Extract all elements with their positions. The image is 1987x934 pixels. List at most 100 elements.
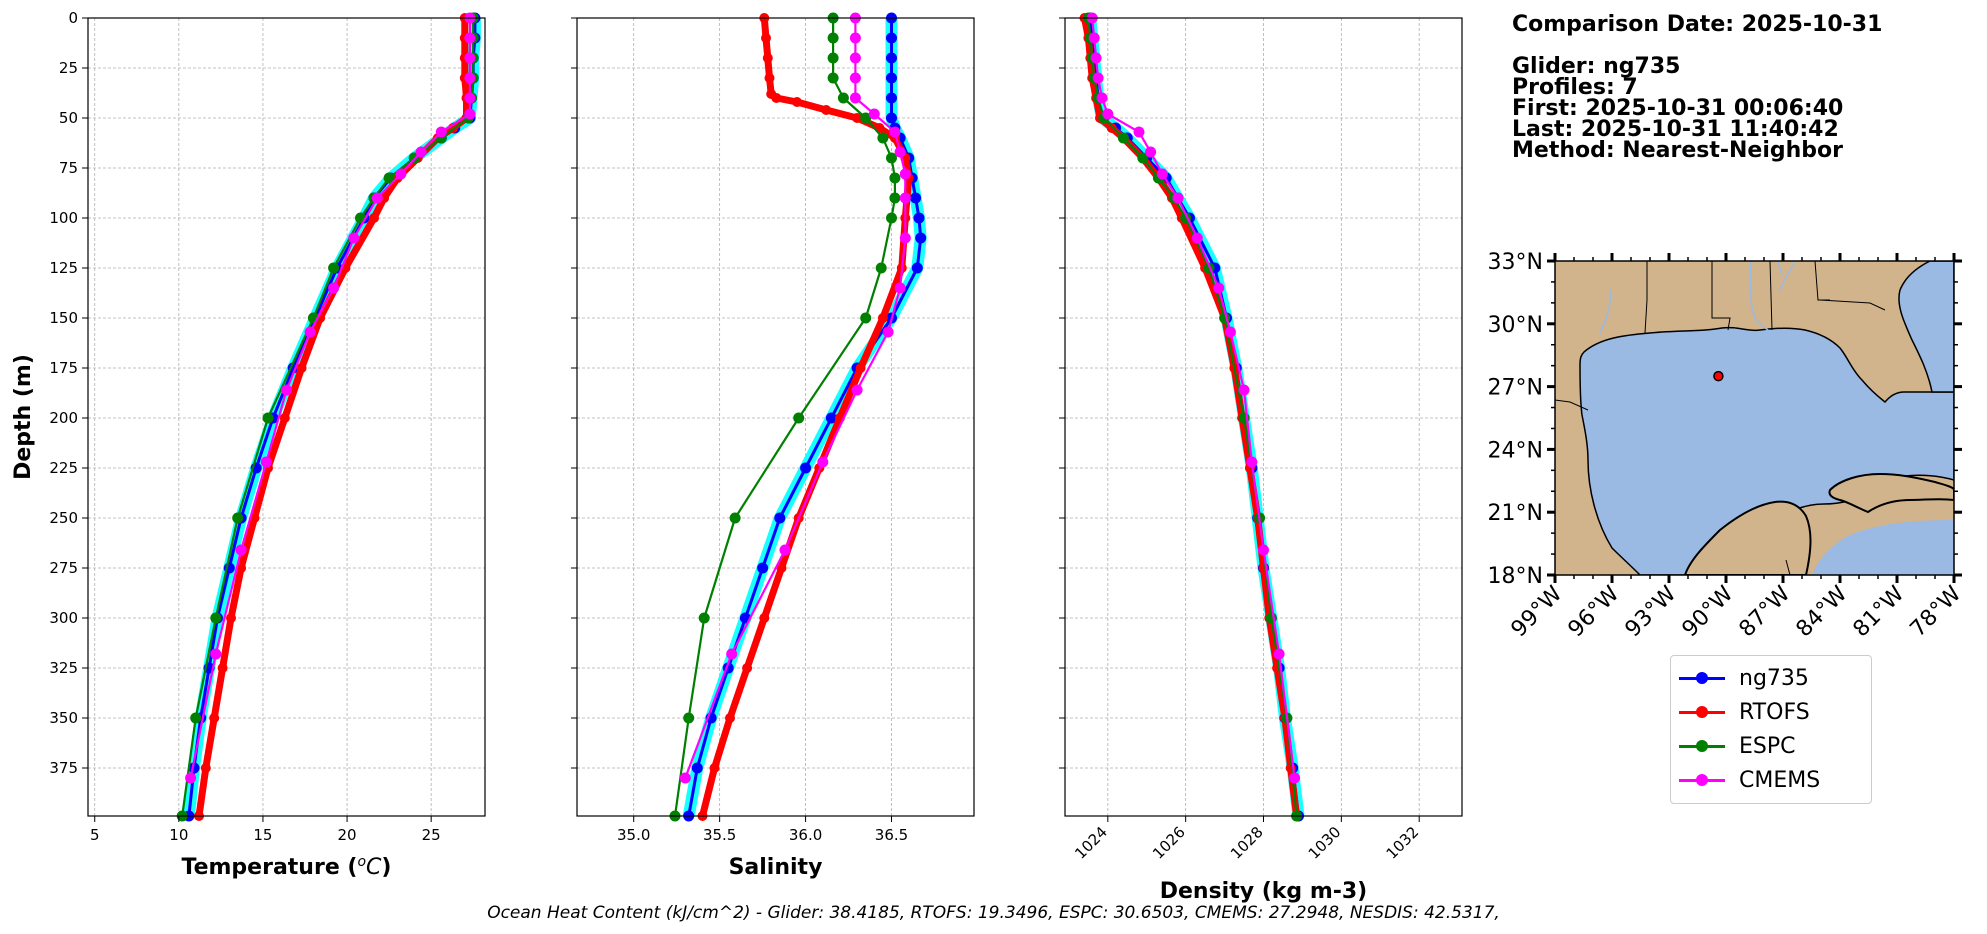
series-ng735-point [913,212,925,224]
x-tick-label: 1028 [1227,823,1267,863]
series-RTOFS-point [792,97,802,107]
y-tick-label: 200 [49,409,78,427]
x-tick-label: 1032 [1383,823,1423,863]
series-RTOFS-line [1081,17,1301,817]
series-RTOFS-point [759,613,770,623]
x-tick-label: 10 [169,826,188,844]
series-RTOFS-point [296,363,307,373]
y-tick-label: 75 [59,159,78,177]
legend-label-cmems: CMEMS [1739,767,1821,793]
series-CMEMS-point [281,384,292,396]
lon-tick-label: 96°W [1564,581,1625,642]
series-RTOFS-point [279,413,290,423]
glider-location-marker [1713,370,1724,382]
x-tick-label: 36.5 [875,826,908,844]
series-CMEMS-point [464,72,476,84]
y-tick-label: 25 [59,59,78,77]
series-CMEMS-line [684,18,907,779]
series-ng735-raw [182,18,481,817]
info-block: Comparison Date: 2025-10-31 Glider: ng73… [1512,12,1883,163]
series-CMEMS-point [882,326,894,338]
series-ESPC-point [793,412,805,424]
series-ng735-point [910,192,922,204]
legend-label-rtofs: RTOFS [1739,699,1810,725]
map-borders [1555,261,1886,575]
series-ng735-point [911,262,923,274]
series-CMEMS-point [849,72,861,84]
y-axis-label: Depth (m) [11,354,36,480]
series-CMEMS-point [464,108,476,120]
series-RTOFS-point [217,663,228,673]
series-ng735-point [825,412,837,424]
x-tick-label: 1024 [1071,823,1111,863]
series-CMEMS-point [849,52,861,64]
series-CMEMS-point [1224,326,1236,338]
lat-tick-label: 18°N [1488,564,1543,589]
series-ng735-point [886,92,897,104]
series-RTOFS-point [776,563,787,573]
comparison-date: Comparison Date: 2025-10-31 [1512,12,1883,37]
series-RTOFS-point [200,763,211,773]
series-RTOFS-point [709,763,720,773]
axes-frame [576,17,975,817]
x-tick-label: 35.5 [703,826,736,844]
series-ESPC-point [827,32,839,44]
series-ng735-point [774,512,786,524]
y-tick-label: 0 [68,9,78,27]
lat-tick-label: 30°N [1488,313,1543,338]
series-CMEMS-point [889,126,901,138]
x-tick-label: 20 [338,826,357,844]
series-CMEMS-point [210,648,222,660]
series-ESPC-point [837,92,849,104]
series-ESPC-point [698,612,710,624]
x-tick-label: 1030 [1305,823,1345,863]
map-yucatan [1683,500,1812,575]
series-ESPC-point [886,152,897,164]
legend-entry-ng735: ng735 [1679,664,1809,692]
series-RTOFS-point [877,313,888,323]
series-ESPC-point [190,712,202,724]
series-CMEMS-point [1289,772,1301,784]
ocean-heat-content-caption: Ocean Heat Content (kJ/cm^2) - Glider: 3… [487,903,1500,923]
series-CMEMS-point [1156,168,1168,180]
profiles-count: Profiles: 7 [1512,75,1638,100]
series-ESPC-point [683,712,695,724]
series-RTOFS-point [761,33,771,43]
y-tick-label: 275 [49,559,78,577]
legend-entry-espc: ESPC [1679,732,1796,760]
x-tick-label: 36.0 [789,826,822,844]
series-CMEMS-point [1145,146,1157,158]
series-RTOFS-point [742,663,753,673]
map-panel: 33°N 30°N 27°N 24°N 21°N 18°N99°W96°W93°W90°W… [1488,250,1967,642]
lat-tick-label: 24°N [1488,438,1543,463]
method: Method: Nearest-Neighbor [1512,138,1843,163]
y-tick-label: 150 [49,309,78,327]
lon-tick-label: 99°W [1507,581,1568,642]
series-RTOFS-point [209,713,220,723]
series-RTOFS-point [369,213,379,223]
y-tick-label: 125 [49,259,78,277]
series-CMEMS-point [868,108,880,120]
series-ng735-point [886,72,897,84]
series-CMEMS-point [1191,232,1203,244]
series-ESPC-point [827,52,839,64]
series-ESPC-point [860,312,872,324]
series-CMEMS-point [1102,108,1114,120]
series-CMEMS-point [1238,384,1250,396]
x-tick-label: 25 [422,826,441,844]
series-CMEMS-point [899,232,911,244]
legend-line-ng735 [1679,671,1725,684]
lon-tick-label: 84°W [1792,581,1853,642]
legend-entry-cmems: CMEMS [1679,766,1820,794]
series-ESPC-point [877,132,889,144]
series-RTOFS-point [852,113,863,123]
series-RTOFS-point [855,363,866,373]
series-ng735-point [691,762,703,774]
temperature-panel: 5 10 15 20 250255075100125150175200225250275… [11,9,486,880]
series-ESPC-point [889,172,901,184]
series-RTOFS-point [762,53,773,63]
series-ESPC-point [875,262,887,274]
x-tick-label: 35.0 [617,826,650,844]
series-ESPC-point [827,72,839,84]
